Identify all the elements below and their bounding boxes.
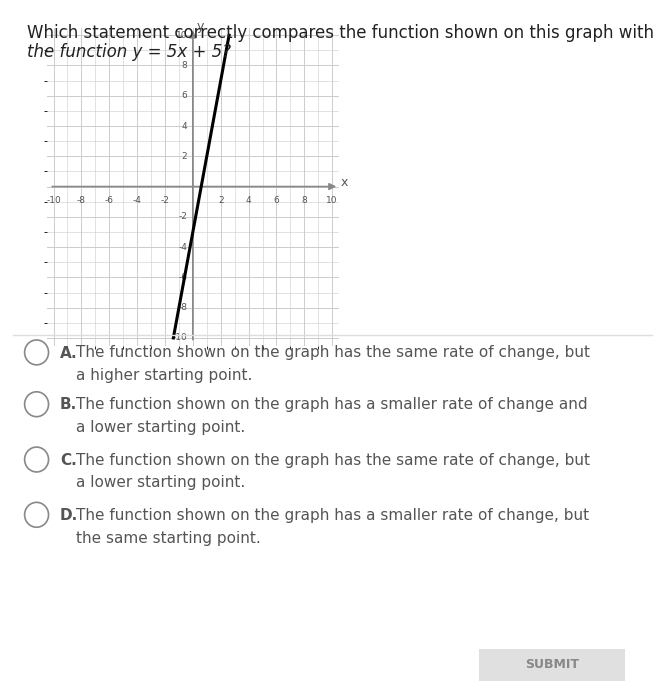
Text: The function shown on the graph has the same rate of change, but: The function shown on the graph has the …	[76, 453, 591, 468]
Text: 8: 8	[301, 196, 307, 205]
Text: x: x	[340, 176, 348, 189]
Text: 4: 4	[246, 196, 251, 205]
Text: y: y	[197, 19, 204, 32]
Text: Which statement correctly compares the function shown on this graph with: Which statement correctly compares the f…	[27, 24, 654, 42]
Text: B.: B.	[60, 397, 77, 413]
Text: -10: -10	[172, 334, 188, 343]
Text: 4: 4	[182, 122, 188, 131]
Text: -10: -10	[46, 196, 61, 205]
Text: 2: 2	[218, 196, 223, 205]
Text: C.: C.	[60, 453, 76, 468]
Text: 10: 10	[327, 196, 338, 205]
Text: 10: 10	[176, 30, 188, 39]
Text: The function shown on the graph has a smaller rate of change and: The function shown on the graph has a sm…	[76, 397, 588, 413]
Text: 6: 6	[182, 91, 188, 100]
Text: The function shown on the graph has the same rate of change, but: The function shown on the graph has the …	[76, 346, 591, 361]
Text: 8: 8	[182, 61, 188, 70]
Text: SUBMIT: SUBMIT	[525, 659, 579, 671]
Text: -8: -8	[77, 196, 86, 205]
Text: a lower starting point.: a lower starting point.	[76, 475, 246, 491]
Text: the function y = 5x + 5?: the function y = 5x + 5?	[27, 43, 231, 61]
Text: -6: -6	[105, 196, 114, 205]
Text: the same starting point.: the same starting point.	[76, 531, 261, 546]
Text: D.: D.	[60, 508, 78, 523]
Text: -6: -6	[178, 273, 188, 282]
Text: -4: -4	[178, 243, 188, 252]
Text: -4: -4	[133, 196, 142, 205]
Text: -2: -2	[160, 196, 170, 205]
Text: 6: 6	[273, 196, 279, 205]
Text: 2: 2	[182, 152, 188, 161]
Text: A.: A.	[60, 346, 78, 361]
Text: a higher starting point.: a higher starting point.	[76, 368, 253, 384]
Text: -2: -2	[178, 212, 188, 221]
Text: -8: -8	[178, 303, 188, 312]
Text: a lower starting point.: a lower starting point.	[76, 420, 246, 435]
Text: The function shown on the graph has a smaller rate of change, but: The function shown on the graph has a sm…	[76, 508, 590, 523]
